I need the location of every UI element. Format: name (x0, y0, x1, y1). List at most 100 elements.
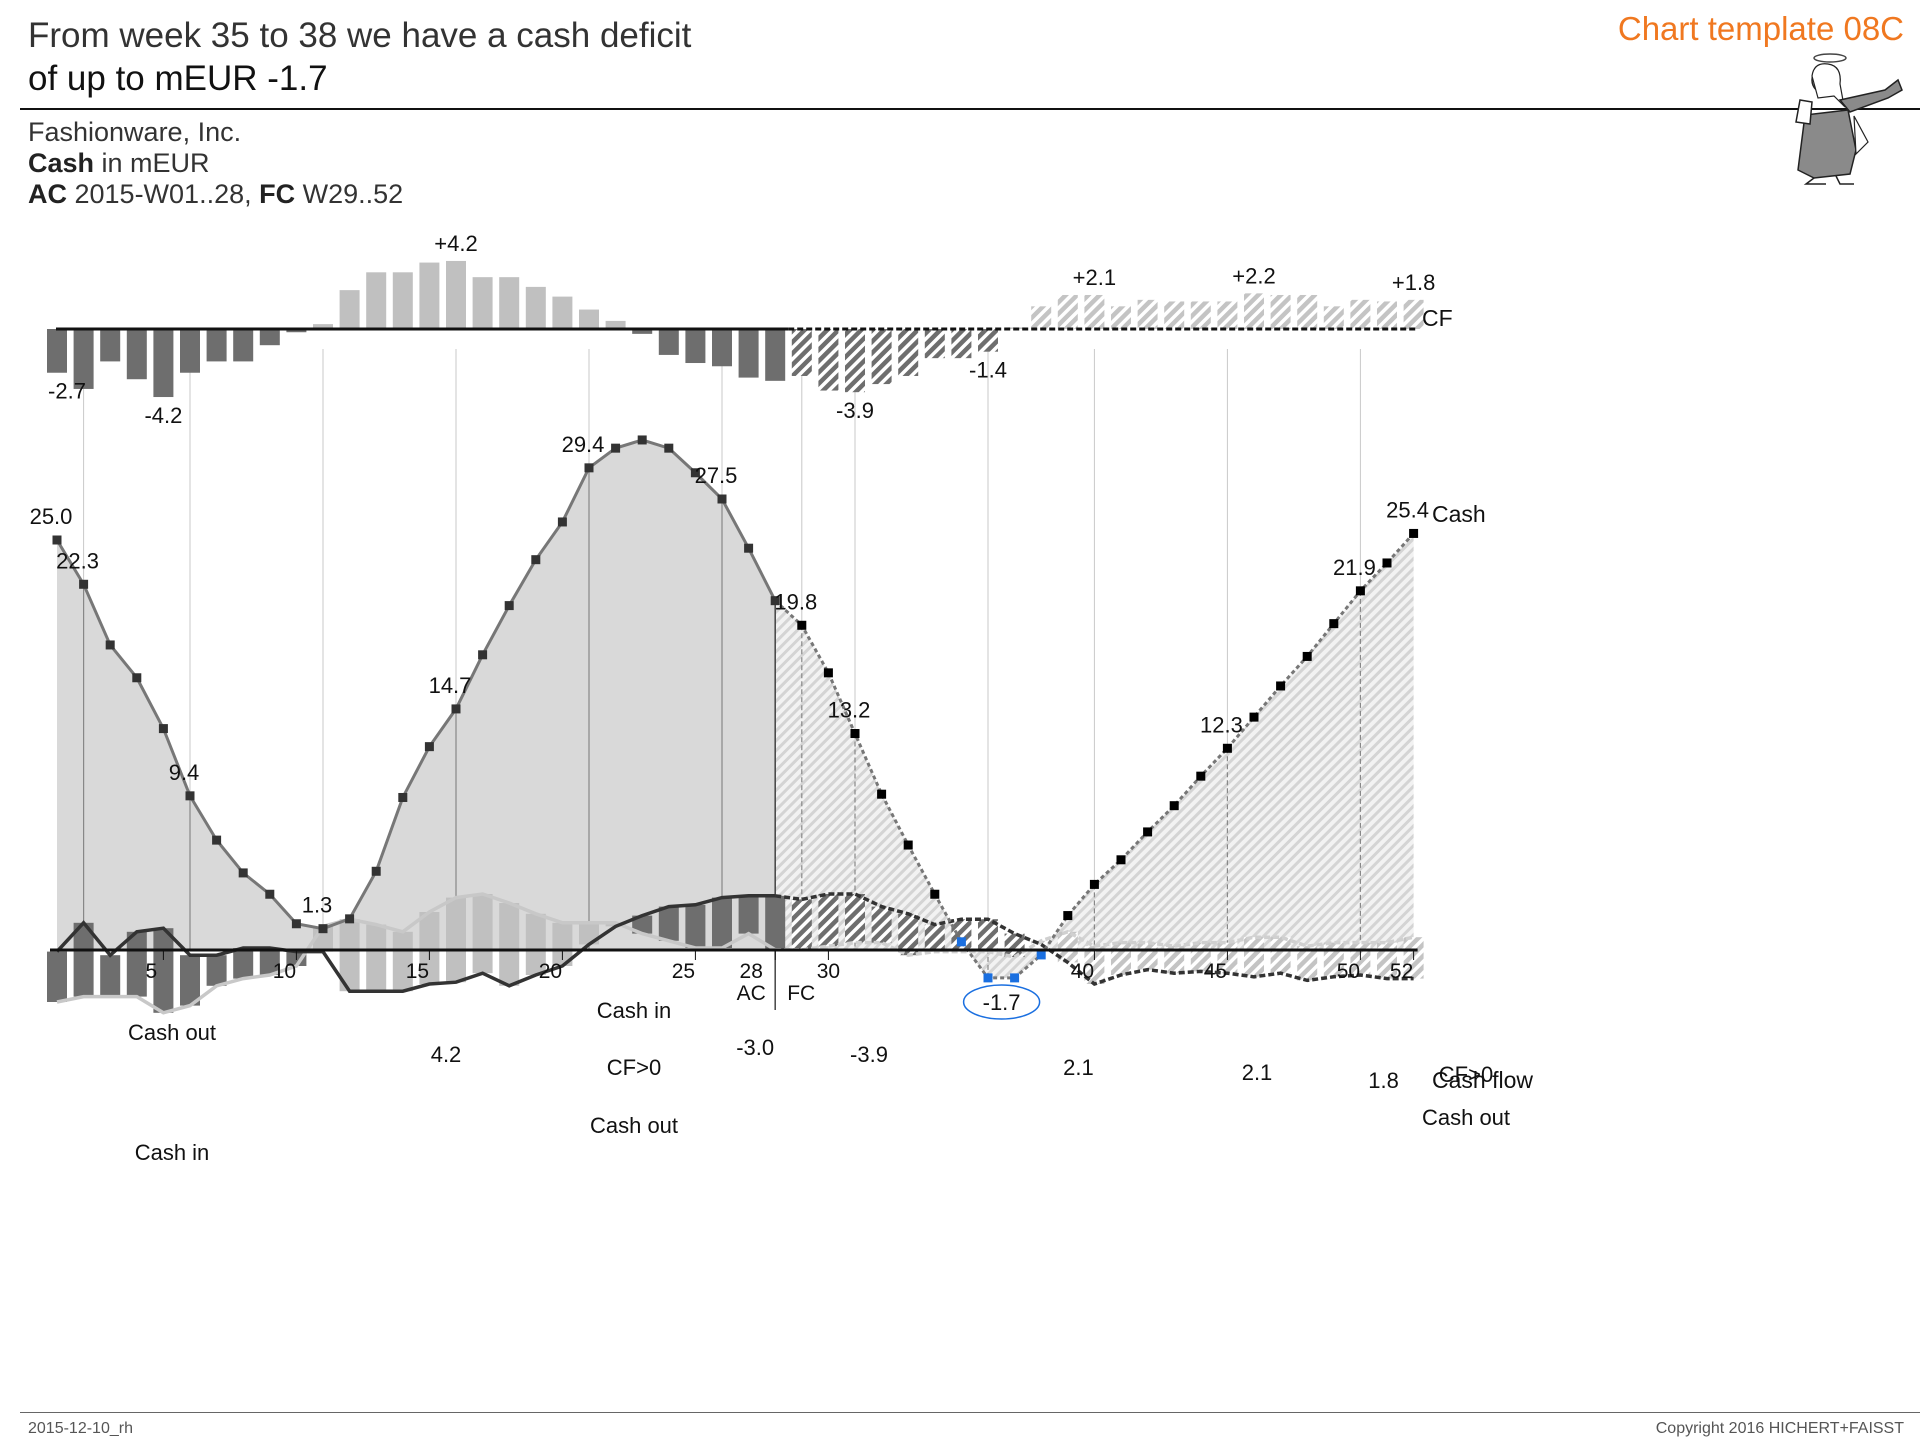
cash-marker (637, 435, 647, 445)
cash-marker (850, 729, 860, 739)
cf-bar (339, 290, 360, 329)
cash-value-label: 25.4 (1386, 497, 1429, 522)
cash-chart: CF 5 10 15 20 25 28 30 40 45 50 52 AC FC -2.7 -4.2 +4.… (30, 231, 1534, 1165)
cash-flow-bar (1297, 946, 1318, 981)
cash-marker (956, 937, 966, 947)
cash-marker (79, 579, 89, 589)
cash-flow-bar (1270, 937, 1291, 974)
cash-marker (823, 668, 833, 678)
cf-bar (446, 260, 466, 329)
cf-bar (1164, 301, 1185, 329)
cash-flow-bar (898, 913, 919, 956)
cash-flow-bar (1377, 942, 1397, 979)
cash-line-actual (55, 438, 777, 931)
x-tick-label: 50 (1337, 960, 1360, 983)
cash-flow-bar (499, 903, 520, 986)
cf-bar (1084, 294, 1105, 329)
cash-marker (185, 791, 195, 801)
cash-marker (664, 443, 674, 453)
chart-subtitle: Fashionware, Inc. Cash in mEUR AC 2015-W… (28, 117, 403, 210)
cf-value-label: +1.8 (1392, 270, 1435, 295)
cash-flow-bar (818, 894, 839, 947)
cf-bar (100, 329, 121, 362)
cash-marker (1116, 855, 1126, 865)
data-labels: -2.7 -4.2 +4.2 -3.9 -1.4 +2.1 +2.2 +1.8 25.0 22.3… (30, 231, 1534, 1165)
cf-bar (791, 329, 812, 376)
cash-marker (531, 555, 541, 565)
cash-legend-label: Cash (1432, 501, 1486, 527)
cf-bar (924, 329, 945, 359)
scenario-fc-range: W29..52 (295, 179, 404, 209)
cash-marker (451, 704, 461, 714)
x-axis: 5 10 15 20 25 28 30 40 45 50 52 AC FC (50, 948, 1418, 1005)
cf-bar (73, 329, 94, 389)
deficit-highlight-ellipse (962, 984, 1041, 1020)
cf-bar (206, 329, 227, 362)
cash-flow-bar (738, 895, 759, 934)
cf-bar (1190, 301, 1211, 329)
header-divider (20, 108, 1920, 110)
cash-marker (744, 543, 754, 553)
cash-flow-bar (1137, 942, 1158, 970)
cash-flow-value-label: 2.1 (1063, 1055, 1094, 1080)
cash-flow-bar (366, 924, 387, 992)
chart-title: From week 35 to 38 we have a cash defici… (28, 14, 691, 100)
cf-bar (632, 329, 653, 334)
cf-value-label: -3.9 (836, 398, 874, 423)
cash-line-layer (52, 435, 1419, 983)
cf-bar (1137, 299, 1158, 329)
x-tick-label: 15 (406, 960, 429, 983)
cf-bar (47, 329, 67, 373)
footer-divider (20, 1412, 1920, 1413)
cash-marker (265, 889, 275, 899)
cash-out-line (55, 894, 776, 993)
cf-legend-label: CF (1422, 305, 1453, 331)
x-tick-label: 30 (817, 960, 840, 983)
cash-flow-bar (632, 915, 653, 934)
cash-marker (1063, 911, 1073, 921)
cf-bar (499, 277, 520, 329)
cash-value-label: 22.3 (56, 548, 99, 573)
cash-flow-bar (1057, 931, 1078, 963)
cash-flow-bar (871, 906, 892, 943)
scenario-ac: AC (28, 179, 67, 209)
cash-flow-bar (233, 948, 254, 979)
x-tick-label: 25 (672, 960, 695, 983)
reference-lines (82, 349, 1362, 1010)
cf-bar (1057, 294, 1078, 329)
cf-bar (1031, 306, 1052, 329)
x-tick-label: 40 (1071, 960, 1094, 983)
cf-bar (1350, 299, 1371, 329)
cf-bar (685, 329, 706, 364)
cash-flow-bar (1244, 937, 1264, 977)
cash-flow-bar (765, 895, 786, 950)
cash-marker (398, 792, 408, 802)
cash-marker (1409, 528, 1419, 538)
cash-value-label: 14.7 (429, 673, 472, 698)
cash-marker (770, 596, 780, 606)
cash-flow-bar (685, 904, 706, 948)
cash-flow-bar (1164, 946, 1185, 974)
cash-area-forecast (775, 533, 1414, 978)
cash-marker (1302, 651, 1312, 661)
measure-line: Cash in mEUR (28, 148, 403, 179)
measure-bold: Cash (28, 148, 95, 178)
template-label: Chart template 08C (1617, 10, 1904, 47)
cash-marker (584, 463, 594, 473)
series-annotation: Cash in (135, 1140, 210, 1165)
footer-copyright: Copyright 2016 HICHERT+FAISST (1655, 1420, 1904, 1437)
series-annotation: CF>0 (607, 1055, 661, 1080)
cf-value-label: +2.1 (1073, 265, 1116, 290)
cf-bar-layer: CF (47, 260, 1453, 398)
cash-marker (930, 889, 940, 899)
cash-flow-value-label: -3.0 (736, 1035, 774, 1060)
cash-flow-bar (1084, 946, 1105, 984)
cash-flow-bar (951, 919, 972, 952)
cash-marker (345, 914, 355, 924)
cf-bar (392, 272, 413, 329)
scenario-fc: FC (259, 179, 296, 209)
series-annotation: Cash out (590, 1113, 678, 1138)
cash-flow-bar (419, 912, 440, 984)
cash-marker (1222, 743, 1232, 753)
cash-marker (1169, 801, 1179, 811)
